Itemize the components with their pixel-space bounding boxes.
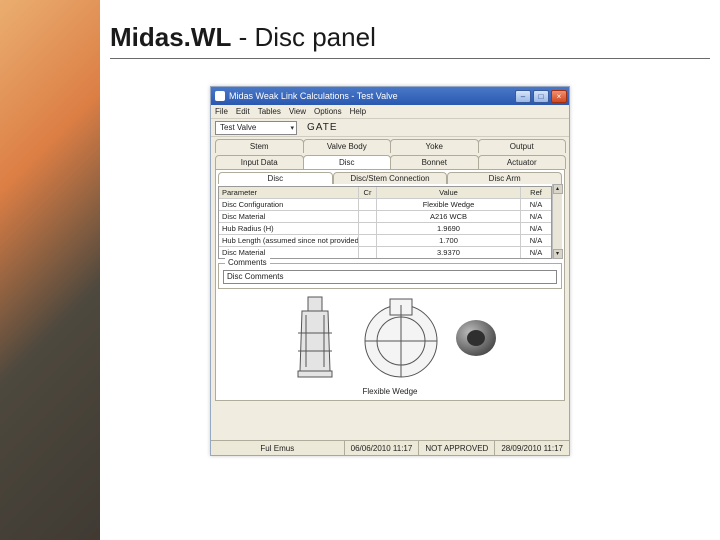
window-controls: – □ × [515,90,567,103]
cell-cr [359,247,377,258]
menu-file[interactable]: File [215,107,228,116]
chevron-down-icon: ▾ [290,124,294,132]
table-row[interactable]: Disc Material 3.9370N/A [219,247,551,258]
cell-ref: N/A [521,211,551,222]
slide-title: Midas.WL - Disc panel [110,22,376,53]
menu-tables[interactable]: Tables [258,107,281,116]
disc-panel: Disc Disc/Stem Connection Disc Arm Param… [215,169,565,401]
subtab-disc-arm[interactable]: Disc Arm [447,172,562,184]
tab-yoke[interactable]: Yoke [390,139,479,153]
app-window: Midas Weak Link Calculations - Test Valv… [210,86,570,456]
tab-actuator[interactable]: Actuator [478,155,567,169]
cell-ref: N/A [521,223,551,234]
parameter-grid[interactable]: Parameter Cr Value Ref Disc Configuratio… [218,186,552,259]
menu-edit[interactable]: Edit [236,107,250,116]
menu-help[interactable]: Help [350,107,366,116]
menu-view[interactable]: View [289,107,306,116]
table-row[interactable]: Hub Length (assumed since not provided) … [219,235,551,247]
cell-param: Disc Material [219,247,359,258]
cell-cr [359,235,377,246]
status-approval: NOT APPROVED [418,441,494,455]
tab-input-data[interactable]: Input Data [215,155,304,169]
sub-tabs: Disc Disc/Stem Connection Disc Arm [218,172,562,184]
valve-select-combo[interactable]: Test Valve ▾ [215,121,297,135]
slide-title-rest: - Disc panel [231,22,376,52]
scroll-up-button[interactable]: ▴ [553,184,563,194]
status-user: Ful Emus [211,444,344,453]
disc-comments-label: Disc Comments [227,272,283,281]
comments-group: Comments Disc Comments [218,263,562,289]
grid-header: Parameter Cr Value Ref [219,187,551,199]
scroll-down-button[interactable]: ▾ [553,249,563,259]
cell-ref: N/A [521,247,551,258]
cell-cr [359,211,377,222]
toolbar: Test Valve ▾ GATE [211,119,569,137]
col-ref: Ref [521,187,551,198]
subtab-disc-stem-connection[interactable]: Disc/Stem Connection [333,172,448,184]
tabs-row-1: Stem Valve Body Yoke Output [211,137,569,153]
cell-param: Hub Radius (H) [219,223,359,234]
cell-param: Disc Configuration [219,199,359,210]
menu-options[interactable]: Options [314,107,342,116]
tab-bonnet[interactable]: Bonnet [390,155,479,169]
minimize-button[interactable]: – [515,90,531,103]
disc-front-view-diagram [356,293,446,383]
col-value: Value [377,187,521,198]
cell-ref: N/A [521,235,551,246]
cell-value: 1.9690 [377,223,521,234]
tab-disc-active[interactable]: Disc [303,155,392,169]
window-title: Midas Weak Link Calculations - Test Valv… [229,91,511,101]
slide-title-rule [110,58,710,59]
slide-title-bold: Midas.WL [110,22,231,52]
table-row[interactable]: Disc Material A216 WCBN/A [219,211,551,223]
tabs-row-2: Input Data Disc Bonnet Actuator [211,153,569,169]
status-date-1: 06/06/2010 11:17 [344,441,419,455]
col-parameter: Parameter [219,187,359,198]
table-row[interactable]: Hub Radius (H) 1.9690N/A [219,223,551,235]
status-date-2: 28/09/2010 11:17 [494,441,569,455]
col-cr: Cr [359,187,377,198]
comments-legend: Comments [225,258,270,267]
tab-valve-body[interactable]: Valve Body [303,139,392,153]
menubar: File Edit Tables View Options Help [211,105,569,119]
cell-value: Flexible Wedge [377,199,521,210]
maximize-button[interactable]: □ [533,90,549,103]
cell-cr [359,199,377,210]
grid-scrollbar[interactable]: ▴ ▾ [552,184,562,259]
subtab-disc[interactable]: Disc [218,172,333,184]
cell-ref: N/A [521,199,551,210]
disc-comments-input[interactable]: Disc Comments [223,270,557,284]
parameter-grid-wrap: Parameter Cr Value Ref Disc Configuratio… [218,184,562,259]
statusbar: Ful Emus 06/06/2010 11:17 NOT APPROVED 2… [211,440,569,455]
disc-3d-render [452,316,500,360]
window-titlebar[interactable]: Midas Weak Link Calculations - Test Valv… [211,87,569,105]
disc-side-view-diagram [280,293,350,383]
tab-output[interactable]: Output [478,139,567,153]
close-button[interactable]: × [551,90,567,103]
cell-value: 1.700 [377,235,521,246]
disc-diagram-row [218,289,562,385]
cell-param: Disc Material [219,211,359,222]
app-icon [215,91,225,101]
slide-decoration [0,0,100,540]
cell-param: Hub Length (assumed since not provided) … [219,235,359,246]
cell-cr [359,223,377,234]
valve-type-label: GATE [307,122,337,133]
diagram-caption: Flexible Wedge [218,385,562,398]
cell-value: A216 WCB [377,211,521,222]
cell-value: 3.9370 [377,247,521,258]
tab-stem[interactable]: Stem [215,139,304,153]
table-row[interactable]: Disc Configuration Flexible WedgeN/A [219,199,551,211]
valve-select-value: Test Valve [220,123,256,132]
